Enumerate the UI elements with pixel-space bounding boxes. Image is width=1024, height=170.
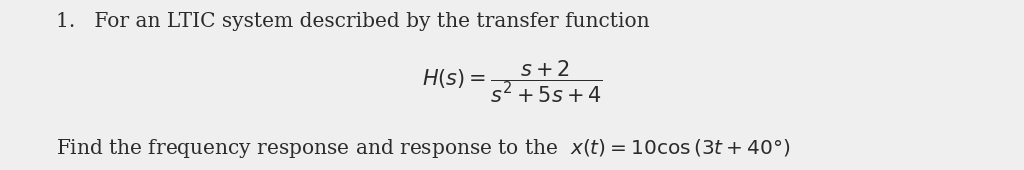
Text: Find the frequency response and response to the  $x(t) = 10\cos{(3t + 40°)}$: Find the frequency response and response… <box>56 137 791 160</box>
Text: 1.   For an LTIC system described by the transfer function: 1. For an LTIC system described by the t… <box>56 12 650 31</box>
Text: $H(s) = \dfrac{s + 2}{s^2 + 5s + 4}$: $H(s) = \dfrac{s + 2}{s^2 + 5s + 4}$ <box>422 58 602 105</box>
